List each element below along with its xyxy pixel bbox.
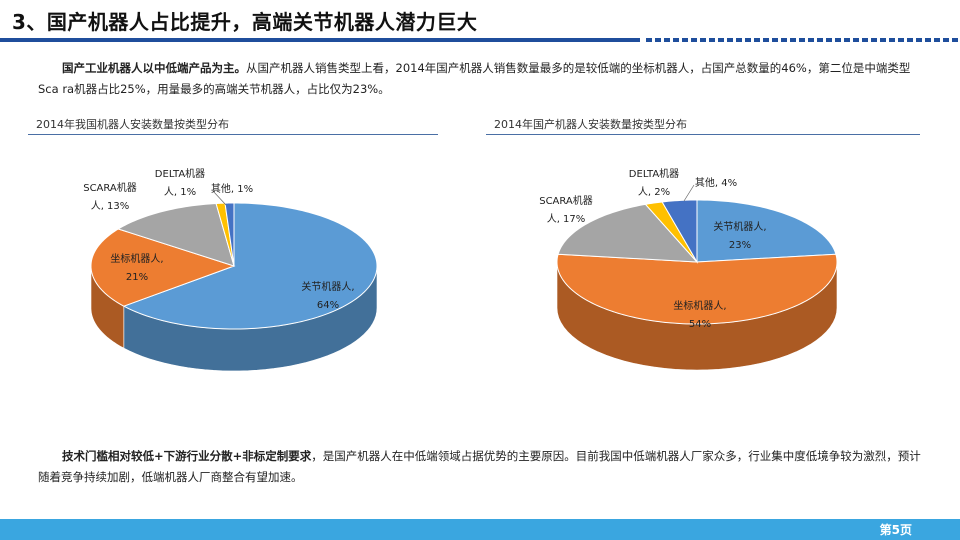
pie-label-0-0-1: 64%: [317, 300, 339, 311]
pie-slice-1-3: [644, 201, 698, 263]
title-bar-stripe: [790, 38, 796, 42]
intro-lead: 国产工业机器人以中低端产品为主。: [62, 61, 246, 75]
title-bar-stripe: [799, 38, 805, 42]
title-bar-stripe: [673, 38, 679, 42]
title-bar-stripe: [916, 38, 922, 42]
pie-label-0-2-1: 人, 13%: [91, 200, 130, 212]
chart-title-left: 2014年我国机器人安装数量按类型分布: [36, 118, 229, 131]
pie-label-1-4-0: 其他, 4%: [695, 176, 737, 189]
title-bar-stripe: [700, 38, 706, 42]
title-bar-stripe: [880, 38, 886, 42]
pie-slice-0-0: [122, 202, 378, 330]
pie-slice-0-2: [117, 202, 235, 267]
title-bar-stripe: [718, 38, 724, 42]
title-bar-stripe: [853, 38, 859, 42]
pie-leader-1-4: [683, 184, 695, 202]
pie-slice-1-2: [557, 203, 699, 263]
title-bar-stripe: [925, 38, 931, 42]
pie-label-0-1-0: 坐标机器人,: [110, 252, 163, 265]
page-title: 3、国产机器人占比提升，高端关节机器人潜力巨大: [12, 10, 478, 34]
pie-slice-0-4: [224, 202, 235, 267]
pie-slice-1-4: [661, 199, 698, 264]
pie-label-1-2-0: SCARA机器: [539, 194, 593, 207]
pie-label-0-2-0: SCARA机器: [83, 181, 137, 194]
title-bar: [0, 38, 958, 42]
chart-rule-right: [486, 134, 920, 135]
title-bar-stripe: [907, 38, 913, 42]
pie-label-0-0-0: 关节机器人,: [301, 280, 354, 293]
title-bar-stripe: [808, 38, 814, 42]
pie-label-1-2-1: 人, 17%: [547, 213, 586, 225]
title-bar-stripe: [682, 38, 688, 42]
title-bar-stripe: [817, 38, 823, 42]
closing-text: ，是国产机器人在中低端领域占据优势的主要原因。目前我国中低端机器人厂家众多，行业…: [38, 449, 921, 484]
title-bar-stripe: [772, 38, 778, 42]
footer-bar: 第5页: [0, 519, 960, 540]
chart-rule-left: [28, 134, 438, 135]
title-bar-stripe: [781, 38, 787, 42]
chart-title-right: 2014年国产机器人安装数量按类型分布: [494, 118, 687, 131]
pie-slice-1-0: [696, 199, 837, 263]
pie-label-1-1-0: 坐标机器人,: [673, 299, 726, 312]
title-bar-stripe: [862, 38, 868, 42]
title-bar-stripe: [646, 38, 652, 42]
title-bar-stripe: [727, 38, 733, 42]
pie-label-0-3-1: 人, 1%: [164, 186, 196, 198]
pie-slice-1-1: [556, 253, 838, 325]
pie-leader-0-4: [212, 190, 227, 206]
title-bar-stripe: [871, 38, 877, 42]
title-bar-stripe: [898, 38, 904, 42]
pie-label-1-0-1: 23%: [729, 240, 751, 251]
title-bar-stripe: [934, 38, 940, 42]
pie-label-1-0-0: 关节机器人,: [713, 220, 766, 233]
title-bar-stripe: [691, 38, 697, 42]
pie-slice-0-1: [90, 228, 236, 307]
intro-text: 从国产机器人销售类型上看，2014年国产机器人销售数量最多的是较低端的坐标机器人…: [38, 61, 911, 96]
title-bar-stripe: [664, 38, 670, 42]
title-bar-stripe: [745, 38, 751, 42]
page-number: 第5页: [879, 523, 912, 537]
pie-label-1-1-1: 54%: [689, 319, 711, 330]
pie-label-0-1-1: 21%: [126, 272, 148, 283]
title-bar-stripe: [826, 38, 832, 42]
title-bar-stripe: [943, 38, 949, 42]
title-bar-stripe: [754, 38, 760, 42]
pie-label-1-3-1: 人, 2%: [638, 186, 670, 198]
title-bar-stripe: [709, 38, 715, 42]
closing-paragraph: 技术门槛相对较低+下游行业分散+非标定制要求，是国产机器人在中低端领域占据优势的…: [38, 446, 928, 488]
intro-paragraph: 国产工业机器人以中低端产品为主。从国产机器人销售类型上看，2014年国产机器人销…: [38, 58, 928, 100]
title-bar-stripe: [736, 38, 742, 42]
title-bar-stripe: [835, 38, 841, 42]
title-bar-stripe: [844, 38, 850, 42]
title-bar-stripe: [952, 38, 958, 42]
title-bar-stripe: [889, 38, 895, 42]
pie-label-0-3-0: DELTA机器: [155, 167, 205, 180]
pie-label-0-4-0: 其他, 1%: [211, 182, 253, 195]
title-bar-stripe: [763, 38, 769, 42]
title-bar-stripe: [655, 38, 661, 42]
pie-label-1-3-0: DELTA机器: [629, 167, 679, 180]
closing-lead: 技术门槛相对较低+下游行业分散+非标定制要求: [62, 449, 312, 463]
